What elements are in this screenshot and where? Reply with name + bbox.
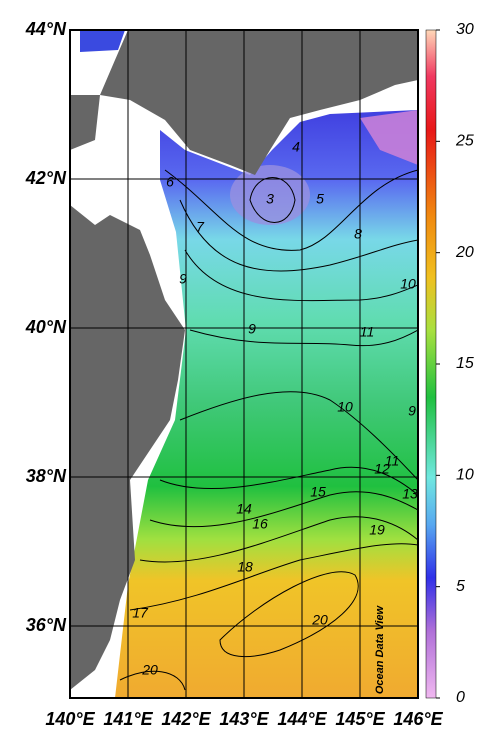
lon-label: 142°E <box>161 709 211 729</box>
colorbar-label: 30 <box>456 21 474 38</box>
lon-label: 140°E <box>45 709 95 729</box>
lon-label: 145°E <box>335 709 385 729</box>
contour-label: 11 <box>385 453 400 469</box>
contour-label: 16 <box>252 516 268 532</box>
contour-label: 7 <box>196 219 205 235</box>
colorbar-label: 25 <box>455 133 474 150</box>
lat-label: 42°N <box>25 168 67 188</box>
land-hokkaido <box>100 30 418 175</box>
graticule <box>70 30 418 698</box>
contour-label: 19 <box>369 522 385 538</box>
contour-label: 12 <box>374 461 390 477</box>
cold-core <box>230 165 310 225</box>
watermark: Ocean Data View <box>374 604 386 694</box>
contour-label: 10 <box>337 399 353 415</box>
lon-label: 144°E <box>277 709 327 729</box>
colorbar-label: 10 <box>456 467 474 484</box>
lon-label: 143°E <box>219 709 269 729</box>
contour-label: 20 <box>311 612 328 628</box>
lon-label: 141°E <box>103 709 153 729</box>
colorbar-label: 0 <box>456 689 465 706</box>
frame <box>69 29 419 699</box>
contour-label: 6 <box>166 174 174 190</box>
contour-label: 9 <box>179 271 187 287</box>
contour-label: 20 <box>141 662 158 678</box>
contour-label: 5 <box>316 191 324 207</box>
lat-label: 40°N <box>25 317 67 337</box>
colorbar <box>425 29 437 699</box>
lat-label: 38°N <box>26 466 67 486</box>
contour-label: 13 <box>402 486 418 502</box>
colorbar-label: 15 <box>456 355 474 372</box>
lat-label: 36°N <box>26 615 67 635</box>
lon-label: 146°E <box>393 709 443 729</box>
contour-label: 9 <box>248 321 256 337</box>
colorbar-label: 5 <box>456 578 465 595</box>
contour-label: 15 <box>310 484 326 500</box>
contour-label: 10 <box>400 276 416 292</box>
contour-label: 18 <box>237 559 253 575</box>
contour-label: 11 <box>360 324 375 340</box>
contour-label: 4 <box>292 139 300 155</box>
cold-patch <box>360 110 418 165</box>
contour-label: 17 <box>132 605 149 621</box>
land-peninsula <box>70 95 100 150</box>
contour-label: 3 <box>266 191 274 207</box>
sea-patch <box>80 30 125 52</box>
contour-label: 9 <box>408 403 416 419</box>
contours <box>119 169 418 691</box>
contour-label: 8 <box>354 226 362 242</box>
colorbar-label: 20 <box>455 244 474 261</box>
axis-labels: 44°N 42°N 40°N 38°N 36°N 140°E 141°E 142°E 143°E… <box>25 19 474 729</box>
lat-label: 44°N <box>25 19 67 39</box>
contour-label: 14 <box>236 501 252 517</box>
